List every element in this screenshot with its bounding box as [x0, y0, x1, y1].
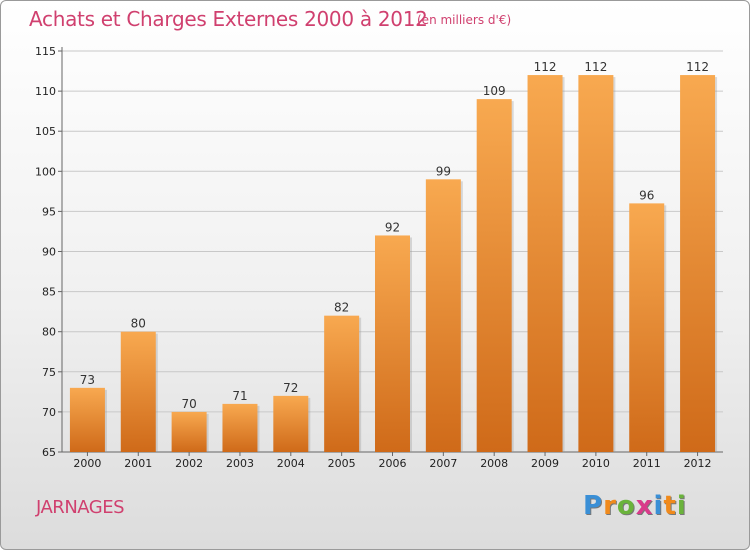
- brand-letter: i: [676, 491, 687, 521]
- value-label: 72: [283, 381, 298, 395]
- x-tick-label: 2002: [175, 457, 203, 470]
- value-label: 70: [181, 397, 196, 411]
- x-tick-label: 2009: [531, 457, 559, 470]
- brand-letter: t: [663, 491, 677, 521]
- bar: [375, 235, 410, 452]
- brand-letter: P: [583, 491, 604, 521]
- x-tick-label: 2008: [480, 457, 508, 470]
- x-tick-label: 2006: [379, 457, 407, 470]
- value-label: 96: [639, 188, 654, 202]
- brand-letter: x: [635, 491, 654, 521]
- x-tick-label: 2012: [684, 457, 712, 470]
- brand-letter: r: [603, 491, 617, 521]
- y-tick-label: 70: [42, 406, 56, 419]
- bar: [324, 315, 360, 452]
- x-tick-label: 2004: [277, 457, 305, 470]
- value-label: 92: [385, 220, 400, 234]
- brand-letter: i: [653, 491, 664, 521]
- value-label: 112: [686, 60, 709, 74]
- value-label: 71: [232, 389, 247, 403]
- proxiti-logo: Proxiti: [583, 491, 687, 521]
- value-label: 80: [131, 317, 146, 331]
- x-tick-label: 2001: [124, 457, 152, 470]
- bars: [69, 75, 718, 453]
- bar: [222, 403, 258, 452]
- x-tick-label: 2000: [73, 457, 101, 470]
- y-tick-label: 105: [35, 125, 56, 138]
- bar: [171, 411, 207, 452]
- labels: 73 80 70 71 72 82 92 99 109 112 112 96 112: [80, 60, 709, 411]
- chart-subtitle: (en milliers d'€): [417, 13, 512, 27]
- bar: [629, 203, 665, 452]
- y-tick-label: 100: [35, 165, 56, 178]
- value-label: 109: [483, 84, 506, 98]
- bar: [527, 75, 563, 452]
- bar: [273, 395, 309, 452]
- y-tick-label: 85: [42, 286, 56, 299]
- bar: [120, 331, 156, 452]
- value-label: 73: [80, 373, 95, 387]
- value-label: 112: [534, 60, 557, 74]
- value-label: 99: [436, 164, 451, 178]
- y-tick-label: 65: [42, 446, 56, 459]
- bar: [69, 387, 105, 452]
- x-tick-label: 2011: [633, 457, 661, 470]
- bar: [680, 75, 716, 452]
- y-tick-label: 90: [42, 246, 56, 259]
- value-label: 112: [584, 60, 607, 74]
- y-tick-label: 80: [42, 326, 56, 339]
- y-tick-label: 115: [35, 45, 56, 58]
- commune-name: JARNAGES: [36, 497, 125, 518]
- bar: [425, 179, 461, 452]
- x-tick-label: 2005: [328, 457, 356, 470]
- y-tick-label: 95: [42, 205, 56, 218]
- bar: [476, 99, 512, 453]
- chart-title: Achats et Charges Externes 2000 à 2012: [29, 7, 428, 31]
- y-tick-label: 110: [35, 85, 56, 98]
- bar: [578, 75, 614, 452]
- brand-letter: o: [616, 491, 636, 521]
- x-tick-label: 2003: [226, 457, 254, 470]
- value-label: 82: [334, 301, 349, 315]
- y-tick-label: 75: [42, 366, 56, 379]
- x-tick-label: 2010: [582, 457, 610, 470]
- x-tick-label: 2007: [429, 457, 457, 470]
